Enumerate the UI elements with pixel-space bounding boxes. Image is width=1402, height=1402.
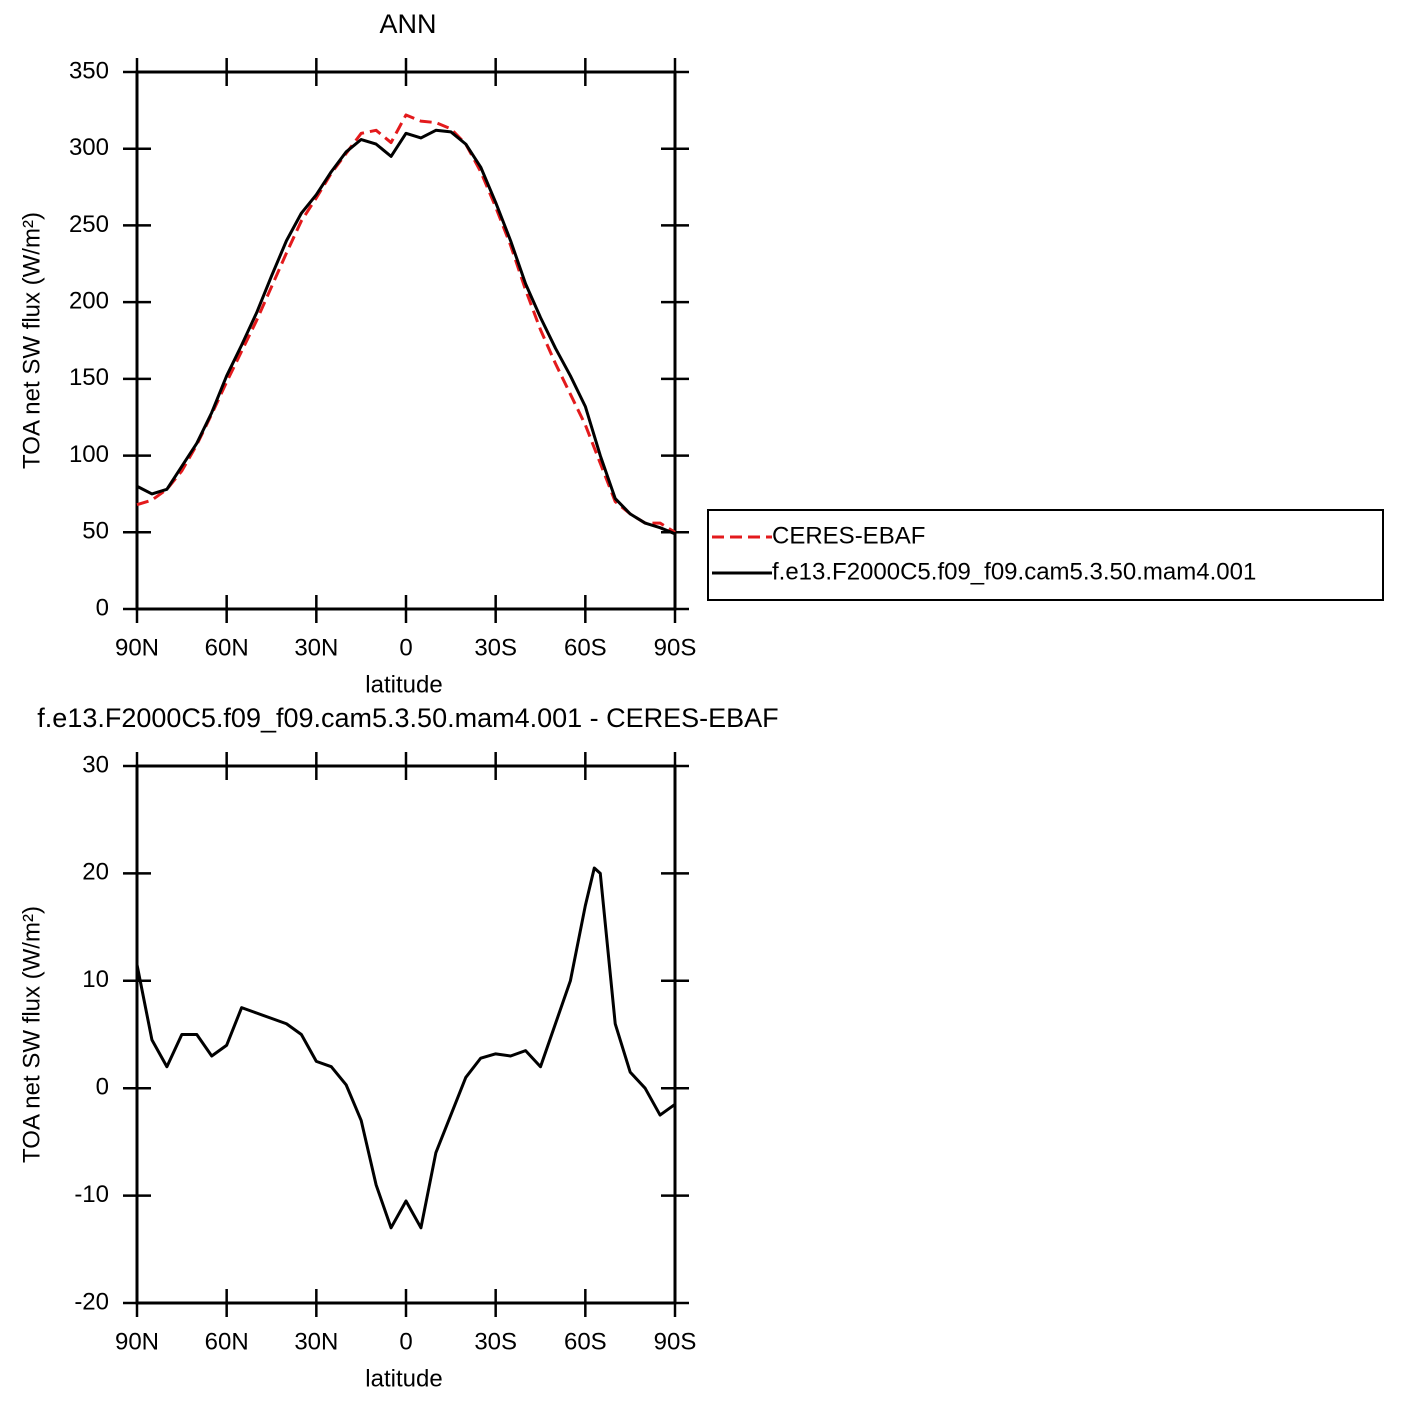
y-tick-label: 50 — [82, 518, 109, 545]
x-tick-label: 90S — [654, 634, 697, 661]
plot-frame — [135, 764, 677, 1305]
plot-frame — [135, 70, 677, 611]
legend-label: f.e13.F2000C5.f09_f09.cam5.3.50.mam4.001 — [772, 558, 1256, 585]
x-tick-label: 30S — [474, 1328, 517, 1355]
x-tick-label: 90N — [115, 634, 159, 661]
x-axis-label: latitude — [365, 671, 442, 698]
y-tick-label: -20 — [74, 1288, 109, 1315]
legend: CERES-EBAF f.e13.F2000C5.f09_f09.cam5.3.5… — [707, 509, 1384, 601]
y-tick-label: 250 — [69, 211, 109, 238]
x-tick-label: 30S — [474, 634, 517, 661]
y-tick-label: -10 — [74, 1181, 109, 1208]
x-tick-label: 0 — [399, 634, 412, 661]
y-tick-label: 20 — [82, 859, 109, 886]
legend-box — [707, 509, 1384, 601]
x-tick-label: 60S — [564, 634, 607, 661]
x-tick-label: 30N — [294, 1328, 338, 1355]
x-tick-label: 90N — [115, 1328, 159, 1355]
x-axis-label: latitude — [365, 1365, 442, 1392]
data-line — [136, 128, 676, 536]
y-tick-label: 30 — [82, 751, 109, 778]
legend-label: CERES-EBAF — [772, 522, 925, 549]
chart-title: ANN — [379, 9, 436, 39]
x-tick-label: 0 — [399, 1328, 412, 1355]
y-tick-label: 0 — [96, 1074, 109, 1101]
y-tick-label: 200 — [69, 287, 109, 314]
data-line — [136, 113, 676, 534]
x-tick-label: 60N — [205, 634, 249, 661]
y-tick-label: 150 — [69, 364, 109, 391]
y-tick-label: 300 — [69, 134, 109, 161]
y-axis-label: TOA net SW flux (W/m²) — [18, 906, 45, 1163]
x-tick-label: 30N — [294, 634, 338, 661]
y-tick-label: 350 — [69, 57, 109, 84]
y-tick-label: 0 — [96, 594, 109, 621]
y-tick-label: 10 — [82, 966, 109, 993]
y-axis-label: TOA net SW flux (W/m²) — [18, 212, 45, 469]
x-tick-label: 90S — [654, 1328, 697, 1355]
x-tick-label: 60S — [564, 1328, 607, 1355]
x-tick-label: 60N — [205, 1328, 249, 1355]
y-tick-label: 100 — [69, 441, 109, 468]
data-line — [135, 866, 676, 1230]
chart-title: f.e13.F2000C5.f09_f09.cam5.3.50.mam4.001… — [37, 703, 778, 733]
